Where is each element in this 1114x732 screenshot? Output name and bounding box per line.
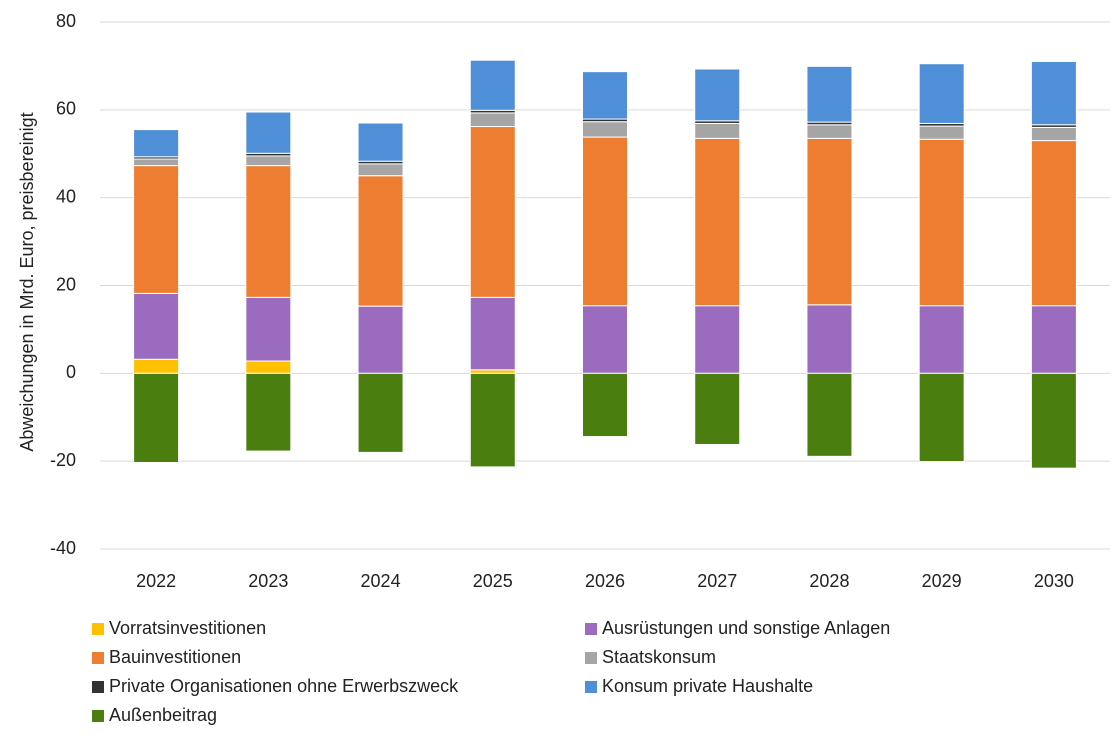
y-tick-label: 0 bbox=[66, 362, 76, 382]
legend-swatch bbox=[585, 623, 597, 635]
bar-segment bbox=[694, 137, 741, 307]
y-axis-label: Abweichungen in Mrd. Euro, preisbereinig… bbox=[17, 112, 37, 451]
bar-segment bbox=[469, 112, 516, 128]
legend-label: Ausrüstungen und sonstige Anlagen bbox=[602, 618, 890, 638]
bar-segment bbox=[133, 358, 180, 374]
bar-segment bbox=[1030, 61, 1077, 126]
bar-segment bbox=[245, 155, 292, 167]
bar-segment bbox=[245, 360, 292, 374]
bar-segment bbox=[582, 136, 628, 307]
bar-segment bbox=[806, 137, 853, 306]
bar-segment bbox=[469, 369, 516, 374]
legend-swatch bbox=[92, 710, 104, 722]
x-tick-label: 2025 bbox=[473, 571, 513, 591]
bar-segment bbox=[918, 63, 965, 124]
bar-segment bbox=[806, 304, 853, 374]
bar-segment bbox=[918, 138, 965, 307]
legend-swatch bbox=[92, 681, 104, 693]
x-tick-label: 2023 bbox=[248, 571, 288, 591]
bar-segment bbox=[694, 68, 741, 122]
bar-segment bbox=[918, 372, 965, 463]
bar-segment bbox=[1030, 140, 1077, 307]
bar-segment bbox=[469, 372, 516, 468]
bar-segment bbox=[357, 305, 404, 374]
y-tick-label: 80 bbox=[56, 11, 76, 31]
y-tick-label: -20 bbox=[50, 450, 76, 470]
bar-segment bbox=[469, 126, 516, 298]
bar-segment bbox=[357, 175, 404, 307]
x-tick-label: 2027 bbox=[697, 571, 737, 591]
bar-segment bbox=[245, 296, 292, 362]
legend-label: Private Organisationen ohne Erwerbszweck bbox=[109, 676, 459, 696]
bar-segment bbox=[806, 124, 853, 139]
bar-segment bbox=[582, 372, 628, 438]
y-tick-label: -40 bbox=[50, 538, 76, 558]
bar-segment bbox=[133, 292, 180, 360]
bar-segment bbox=[1030, 126, 1077, 142]
bar-segment bbox=[582, 71, 628, 120]
y-tick-label: 20 bbox=[56, 274, 76, 294]
legend-label: Staatskonsum bbox=[602, 647, 716, 667]
bar-segment bbox=[245, 165, 292, 298]
bar-segment bbox=[694, 122, 741, 139]
bar-segment bbox=[357, 372, 404, 453]
bar-segment bbox=[918, 305, 965, 374]
legend-swatch bbox=[585, 681, 597, 693]
x-tick-label: 2026 bbox=[585, 571, 625, 591]
legend-label: Konsum private Haushalte bbox=[602, 676, 813, 696]
x-tick-label: 2024 bbox=[361, 571, 401, 591]
legend-label: Außenbeitrag bbox=[109, 705, 217, 725]
bar-segment bbox=[245, 111, 292, 154]
bar-segment bbox=[357, 122, 404, 162]
x-tick-label: 2030 bbox=[1034, 571, 1074, 591]
bar-segment bbox=[1030, 372, 1077, 469]
x-tick-label: 2029 bbox=[922, 571, 962, 591]
bar-segment bbox=[582, 305, 628, 374]
bar-segment bbox=[469, 59, 516, 111]
bar-segment bbox=[245, 372, 292, 452]
bar-segment bbox=[1030, 305, 1077, 374]
bar-segment bbox=[918, 125, 965, 140]
bar-segment bbox=[694, 305, 741, 374]
bar-segment bbox=[133, 372, 180, 463]
bar-segment bbox=[469, 296, 516, 371]
bar-segment bbox=[806, 65, 853, 123]
y-tick-label: 60 bbox=[56, 99, 76, 119]
legend-label: Bauinvestitionen bbox=[109, 647, 241, 667]
bar-segment bbox=[133, 158, 180, 167]
bar-segment bbox=[582, 121, 628, 138]
legend-swatch bbox=[92, 652, 104, 664]
legend-label: Vorratsinvestitionen bbox=[109, 618, 266, 638]
bar-segment bbox=[806, 372, 853, 457]
bar-segment bbox=[357, 163, 404, 177]
legend-swatch bbox=[585, 652, 597, 664]
bar-segment bbox=[133, 129, 180, 158]
y-tick-label: 40 bbox=[56, 186, 76, 206]
bar-segment bbox=[694, 372, 741, 445]
legend-swatch bbox=[92, 623, 104, 635]
x-tick-label: 2022 bbox=[136, 571, 176, 591]
x-tick-label: 2028 bbox=[809, 571, 849, 591]
bar-segment bbox=[133, 165, 180, 294]
